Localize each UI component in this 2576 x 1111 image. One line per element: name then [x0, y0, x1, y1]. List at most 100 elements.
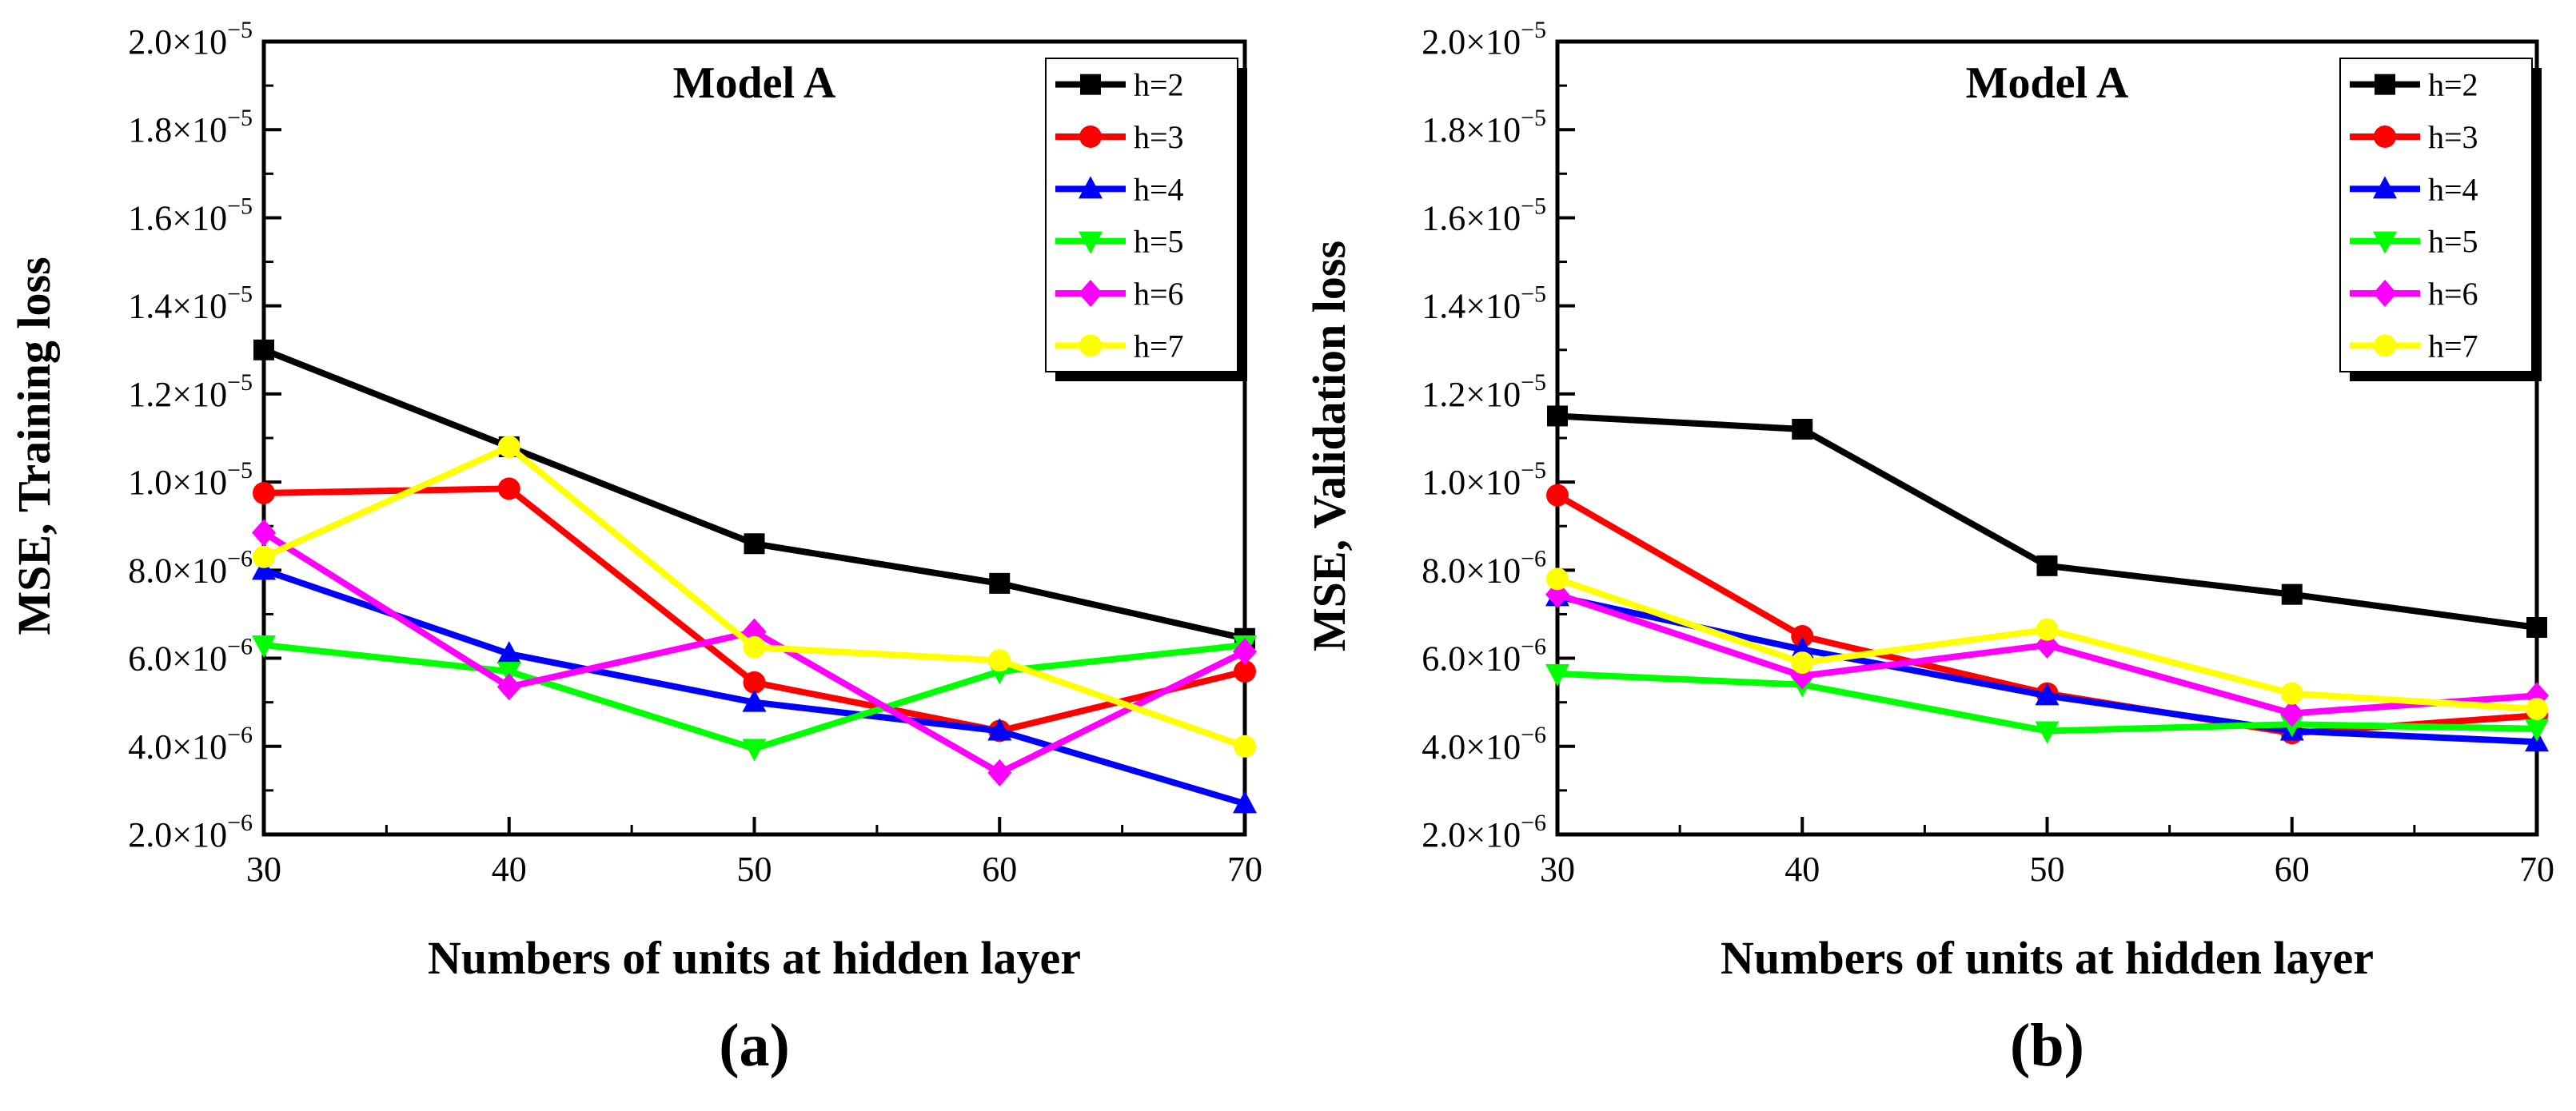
y-tick-label: 1.6×10−5: [1422, 193, 1546, 237]
series-line: [1557, 593, 2538, 746]
data-point: [1233, 790, 1257, 814]
y-tick-label: 1.0×10−5: [128, 457, 253, 502]
x-tick-label: 30: [246, 850, 281, 889]
legend-item: h=4: [2350, 171, 2478, 207]
series-line: [1557, 412, 2538, 631]
series-h=3: [253, 477, 1256, 743]
data-point: [1791, 651, 1814, 675]
y-tick-label: 2.0×10−6: [1422, 810, 1546, 854]
legend-label: h=3: [2428, 119, 2478, 155]
y-tick-label: 1.2×10−5: [128, 369, 253, 414]
y-axis-title: MSE, Validation loss: [1303, 241, 1355, 651]
y-tick-label: 1.8×10−5: [128, 105, 253, 149]
data-point: [987, 718, 1012, 741]
legend-item: h=6: [1055, 276, 1184, 312]
data-point: [2280, 682, 2303, 705]
legend-marker: [1079, 280, 1103, 307]
legend-item: h=6: [2350, 276, 2478, 312]
legend-item: h=2: [2350, 67, 2478, 103]
series-h=2: [1547, 405, 2547, 638]
y-tick-label: 1.0×10−5: [1422, 457, 1546, 502]
y-tick-label: 2.0×10−6: [128, 810, 253, 854]
data-point: [252, 635, 276, 659]
chart-panel-b: 2.0×10−6 4.0×10−6 6.0×10−6 8.0×10−6 1.0×10−5…: [1303, 17, 2554, 1079]
legend-item: h=5: [2350, 224, 2478, 260]
data-point: [2036, 618, 2059, 641]
legend: h=2 h=3 h=4 h=5 h=6 h=7: [1045, 58, 1247, 381]
data-point: [496, 641, 521, 664]
legend-box: [1045, 58, 1238, 372]
data-point: [2525, 719, 2549, 742]
y-tick-label: 4.0×10−6: [128, 722, 253, 767]
data-point: [2036, 555, 2058, 576]
legend-marker: [2375, 74, 2395, 95]
legend: h=2 h=3 h=4 h=5 h=6 h=7: [2339, 58, 2542, 381]
y-tick-label: 1.8×10−5: [1422, 105, 1546, 149]
legend-label: h=6: [1134, 276, 1184, 312]
data-point: [1234, 735, 1256, 758]
x-tick-label: 70: [1227, 850, 1262, 889]
legend-label: h=4: [2428, 171, 2478, 207]
data-point: [744, 533, 765, 555]
data-point: [253, 481, 275, 504]
data-point: [497, 477, 520, 500]
data-point: [743, 671, 766, 694]
legend-label: h=7: [2428, 328, 2478, 364]
data-point: [1547, 405, 1568, 427]
panel-label: (b): [2010, 1012, 2084, 1079]
legend-box: [2339, 58, 2533, 372]
y-tick-label: 6.0×10−6: [128, 634, 253, 679]
data-point: [1546, 567, 1569, 591]
y-tick-label: 1.2×10−5: [1422, 369, 1546, 414]
data-point: [1233, 638, 1257, 666]
series-h=7: [253, 436, 1256, 758]
y-tick-label: 2.0×10−5: [1422, 17, 1546, 62]
data-point: [1546, 484, 1569, 507]
data-point: [253, 339, 274, 360]
y-axis-title: MSE, Training loss: [8, 257, 60, 635]
legend-marker: [1080, 74, 1101, 95]
y-tick-label: 1.4×10−5: [1422, 281, 1546, 326]
data-point: [743, 635, 766, 659]
data-point: [496, 673, 521, 701]
data-point: [2526, 697, 2548, 720]
x-tick-label: 40: [492, 850, 527, 889]
legend-label: h=5: [1134, 224, 1184, 260]
legend-item: h=7: [1055, 328, 1184, 364]
legend-item: h=3: [1055, 119, 1184, 155]
x-tick-label: 50: [737, 850, 772, 889]
legend-marker: [1079, 334, 1102, 357]
series-h=7: [1546, 567, 2548, 720]
data-point: [252, 519, 276, 547]
legend-marker: [2374, 334, 2396, 357]
x-tick-label: 60: [982, 850, 1017, 889]
data-point: [2035, 683, 2060, 706]
x-tick-label: 50: [2030, 850, 2065, 889]
legend-item: h=7: [2350, 328, 2478, 364]
data-point: [987, 759, 1012, 786]
legend-label: h=4: [1134, 171, 1184, 207]
x-tick-label: 30: [1540, 850, 1575, 889]
x-axis-title: Numbers of units at hidden layer: [428, 932, 1081, 984]
legend-item: h=4: [1055, 171, 1184, 207]
x-axis-title: Numbers of units at hidden layer: [1721, 932, 2374, 984]
y-tick-label: 1.6×10−5: [128, 193, 253, 237]
legend-marker: [1079, 176, 1103, 199]
legend-label: h=2: [1134, 67, 1184, 103]
legend-marker: [2373, 231, 2397, 254]
y-tick-label: 1.4×10−5: [128, 281, 253, 326]
data-point: [2281, 583, 2303, 605]
chart-panel-a: 2.0×10−6 4.0×10−6 6.0×10−6 8.0×10−6 1.0×10−5…: [8, 17, 1262, 1079]
x-tick-label: 40: [1784, 850, 1820, 889]
legend-marker: [2373, 280, 2397, 307]
series-h=4: [252, 557, 1257, 814]
y-tick-label: 2.0×10−5: [128, 17, 253, 62]
data-point: [252, 557, 276, 580]
data-point: [988, 649, 1011, 672]
y-tick-label: 6.0×10−6: [1422, 634, 1546, 679]
data-point: [1792, 418, 1813, 440]
panel-label: (a): [719, 1012, 790, 1079]
data-point: [497, 436, 520, 459]
